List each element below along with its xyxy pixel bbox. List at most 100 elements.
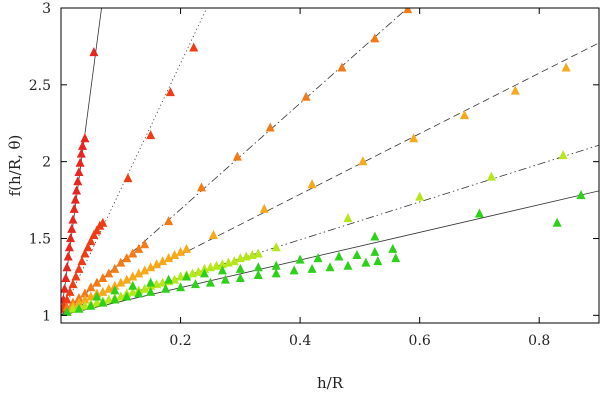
point-s6-32 <box>235 263 245 273</box>
point-s6-11 <box>191 279 200 289</box>
point-s4-22 <box>259 203 269 213</box>
point-s4-3 <box>80 294 90 304</box>
y-tick-label-5: 3 <box>42 1 51 17</box>
point-s4-27 <box>510 85 520 95</box>
point-s5-35 <box>343 213 353 223</box>
point-s3-19 <box>301 91 311 101</box>
point-s4-24 <box>358 156 368 166</box>
point-s6-9 <box>161 283 171 293</box>
y-axis-label: f(h/R, θ) <box>6 135 24 197</box>
point-s6-42 <box>474 208 484 218</box>
point-s4-11 <box>128 271 138 281</box>
point-s4-9 <box>116 277 126 287</box>
point-s1-14 <box>73 176 83 186</box>
point-s4-23 <box>307 179 317 189</box>
point-s3-11 <box>122 253 132 263</box>
point-s6-10 <box>176 282 186 292</box>
point-s2-16 <box>146 130 156 140</box>
point-s4-18 <box>170 249 180 259</box>
point-s2-3 <box>65 286 75 296</box>
point-s3-22 <box>403 8 413 14</box>
point-s2-5 <box>71 271 81 281</box>
point-s6-20 <box>343 260 353 270</box>
point-s3-9 <box>110 263 120 273</box>
point-s1-20 <box>89 47 99 57</box>
point-s6-13 <box>220 274 230 284</box>
point-s5-14 <box>140 283 150 293</box>
point-s6-30 <box>271 260 281 270</box>
point-s3-21 <box>370 33 380 43</box>
point-s6-43 <box>576 190 586 200</box>
point-s3-18 <box>265 122 275 132</box>
x-tick-label-3: 0.6 <box>409 333 431 349</box>
point-s4-12 <box>134 268 144 278</box>
fit-line-5 <box>61 144 599 316</box>
point-s3-20 <box>337 62 347 72</box>
point-s5-29 <box>229 256 239 266</box>
point-s2-18 <box>189 42 199 52</box>
point-s6-27 <box>352 249 362 259</box>
point-s1-7 <box>64 242 74 252</box>
point-s5-36 <box>415 191 425 201</box>
point-s6-23 <box>391 253 401 263</box>
point-s1-10 <box>68 214 78 224</box>
point-s6-19 <box>325 262 335 272</box>
point-s6-39 <box>110 285 120 295</box>
point-s4-4 <box>86 291 96 301</box>
point-s6-2 <box>74 303 84 313</box>
point-s1-12 <box>70 194 80 204</box>
point-s4-8 <box>110 280 120 290</box>
point-s3-4 <box>80 288 90 298</box>
point-s3-7 <box>98 273 108 283</box>
point-s6-25 <box>313 253 323 263</box>
point-s6-1 <box>62 306 72 316</box>
point-s6-6 <box>122 291 132 301</box>
point-s2-15 <box>123 173 133 183</box>
point-s6-7 <box>134 288 144 298</box>
x-tick-label-1: 0.2 <box>169 333 191 349</box>
point-s2-7 <box>77 256 87 266</box>
point-s1-13 <box>72 185 82 195</box>
point-s1-3 <box>61 283 70 293</box>
y-tick-label-2: 1.5 <box>29 231 51 247</box>
x-axis-label: h/R <box>317 374 344 392</box>
point-s6-29 <box>388 243 398 253</box>
point-s6-14 <box>235 273 245 283</box>
point-s6-31 <box>253 262 263 272</box>
point-s6-36 <box>164 274 174 284</box>
point-s3-6 <box>92 277 102 287</box>
point-s4-2 <box>74 297 84 307</box>
point-s3-17 <box>232 151 242 161</box>
point-s4-19 <box>176 246 186 256</box>
point-s4-25 <box>409 133 419 143</box>
point-s4-10 <box>122 274 132 284</box>
point-s4-21 <box>208 230 218 240</box>
point-s1-18 <box>78 140 88 150</box>
point-s2-8 <box>80 248 90 258</box>
point-s3-15 <box>164 216 174 226</box>
x-tick-label-2: 0.4 <box>289 333 311 349</box>
point-s3-10 <box>116 257 126 267</box>
point-s5-37 <box>486 171 496 181</box>
y-tick-label-3: 2 <box>42 155 51 171</box>
data-points <box>61 8 586 316</box>
point-s6-21 <box>361 257 371 267</box>
point-s2-6 <box>74 263 84 273</box>
point-s2-11 <box>89 230 99 240</box>
point-s4-6 <box>98 286 108 296</box>
point-s6-44 <box>552 217 562 227</box>
point-s6-24 <box>295 254 305 264</box>
y-tick-label-4: 2.5 <box>29 78 51 94</box>
point-s5-23 <box>193 266 203 276</box>
point-s6-3 <box>86 300 96 310</box>
point-s3-13 <box>134 243 144 253</box>
point-s1-17 <box>76 148 86 158</box>
point-s6-16 <box>271 268 281 278</box>
point-s4-26 <box>460 110 469 120</box>
point-s2-4 <box>68 279 78 289</box>
point-s6-41 <box>370 231 380 241</box>
point-s4-13 <box>140 265 150 275</box>
point-s1-6 <box>63 251 73 261</box>
point-s5-33 <box>253 248 263 258</box>
